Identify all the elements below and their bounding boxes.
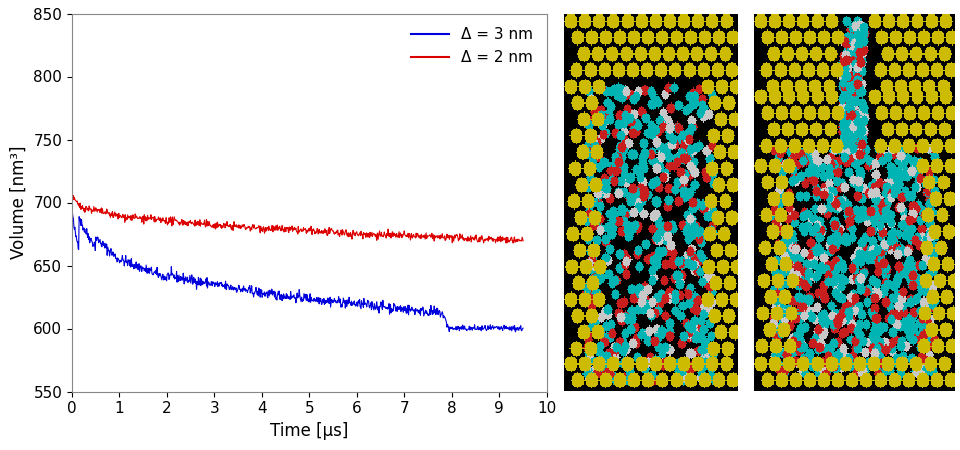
X-axis label: Time [μs]: Time [μs] [270, 422, 348, 440]
Legend: Δ = 3 nm, Δ = 2 nm: Δ = 3 nm, Δ = 2 nm [404, 21, 540, 71]
Y-axis label: Volume [nm³]: Volume [nm³] [10, 146, 28, 259]
